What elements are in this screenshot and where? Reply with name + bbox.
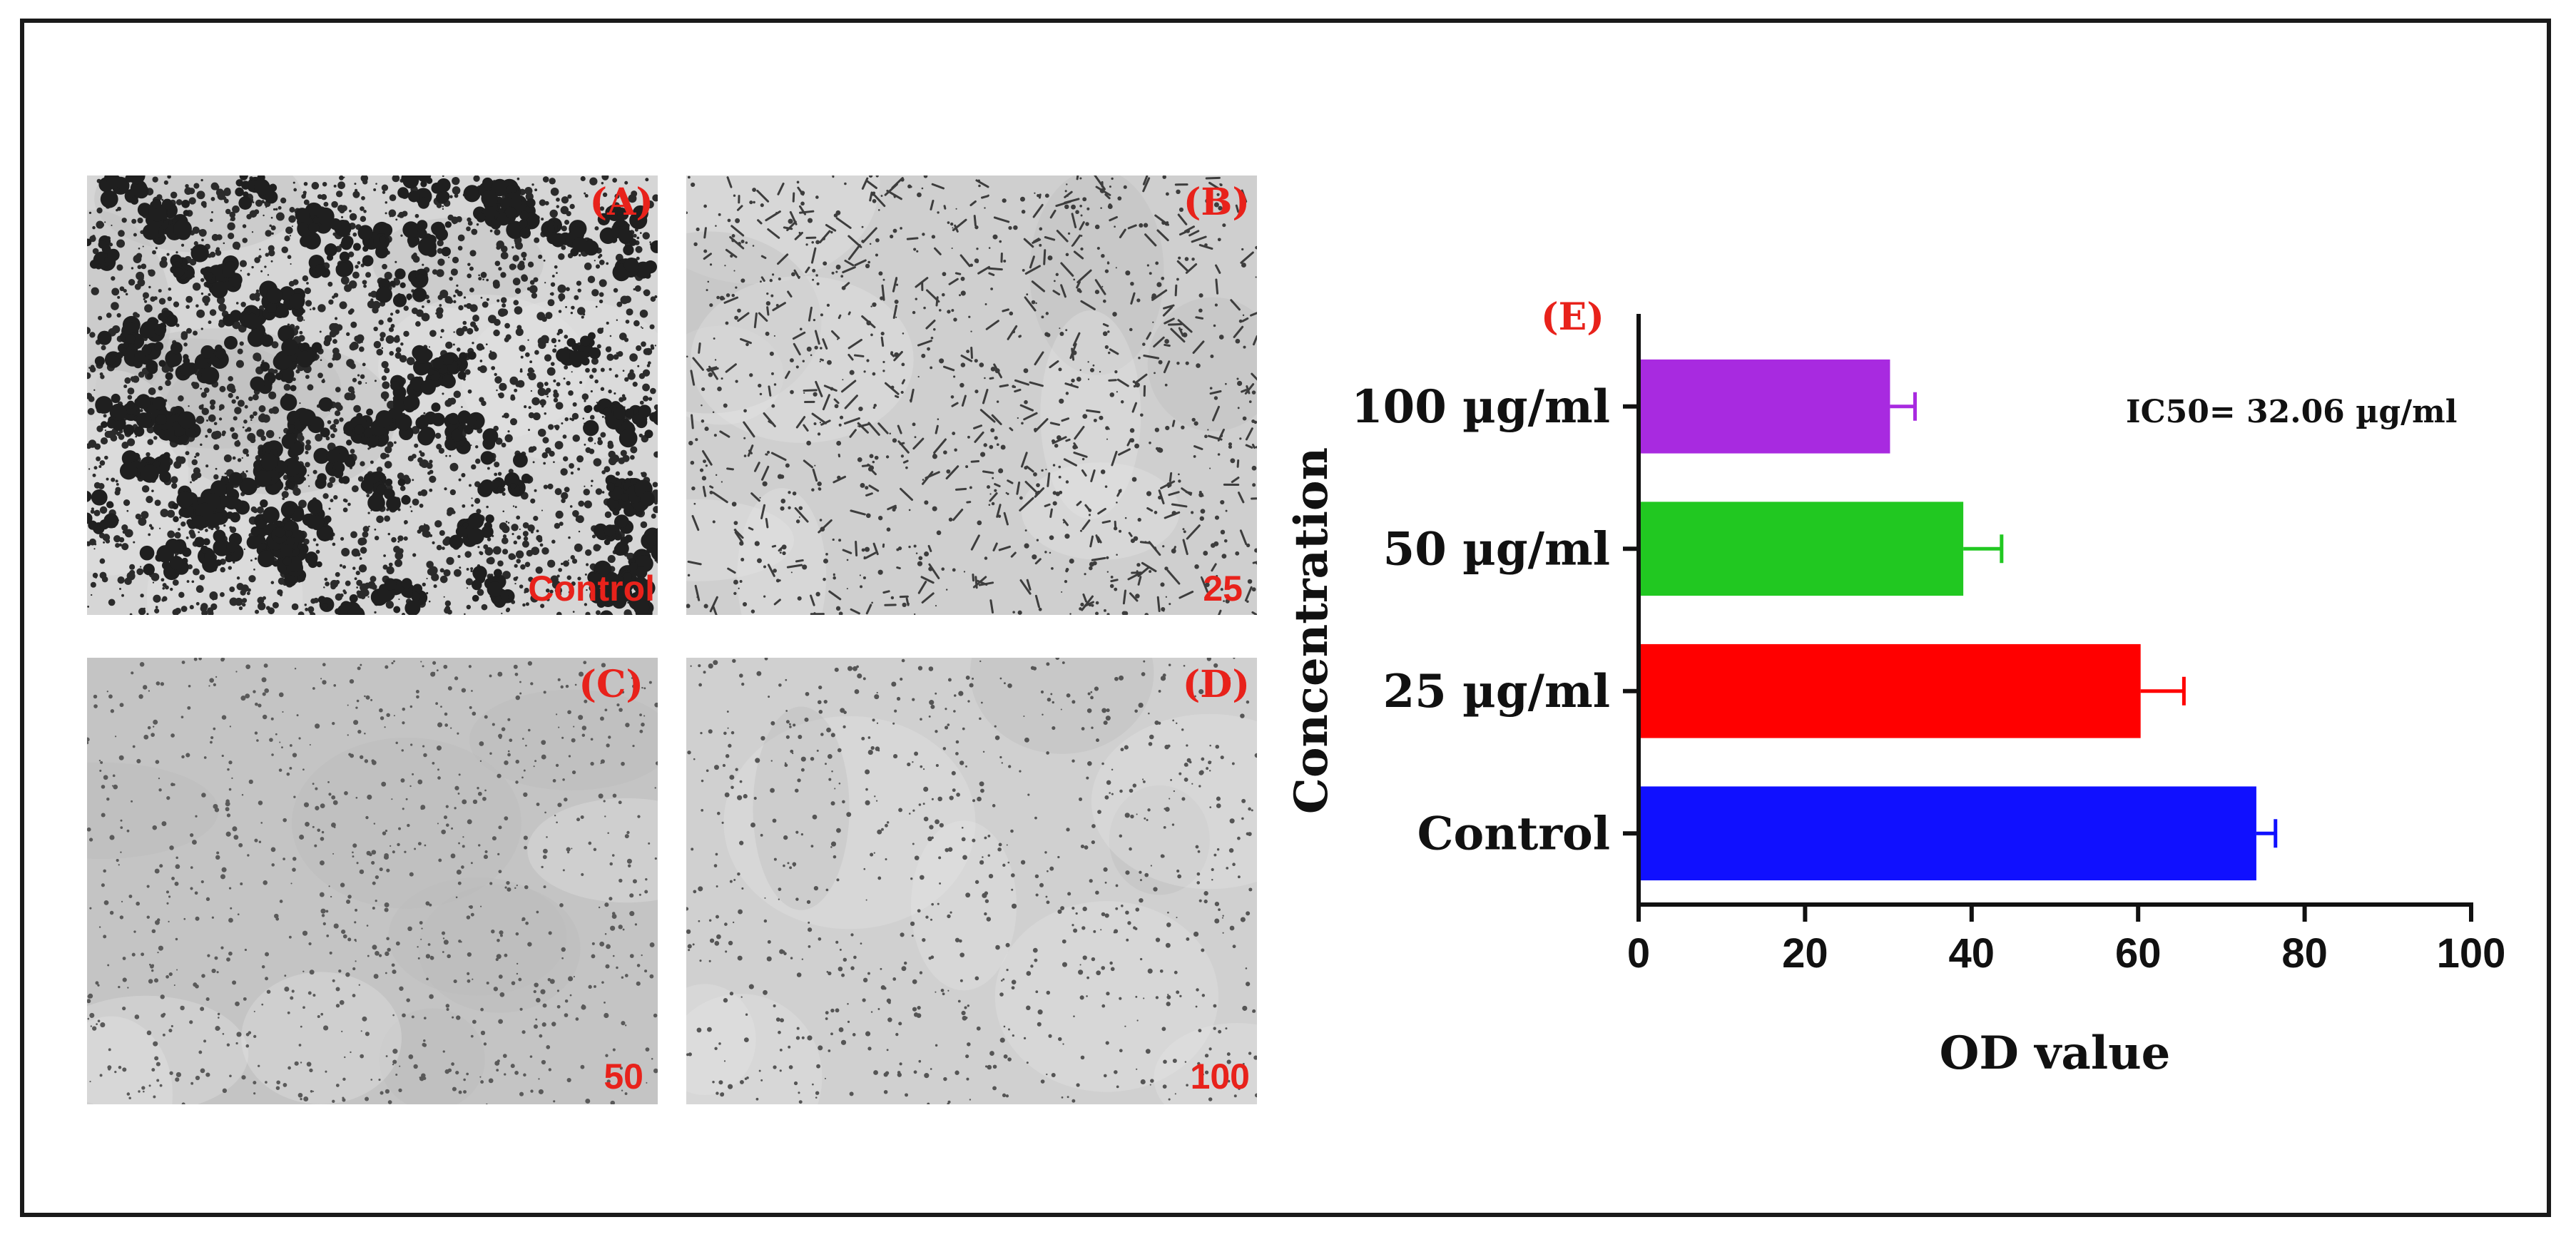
panel-letter: (B) (1183, 180, 1250, 224)
micrograph-panel-c: (C) 50 (87, 658, 658, 1104)
micrograph-panel-d: (D) 100 (686, 658, 1257, 1104)
panel-letter: (D) (1182, 663, 1250, 706)
micrograph-panel-b: (B) 25 (686, 175, 1257, 615)
micrograph-image (87, 658, 658, 1104)
panel-letter: (C) (579, 663, 643, 706)
micrograph-image (686, 175, 1257, 615)
panel-caption: 100 (1190, 1057, 1250, 1096)
panel-caption: Control (528, 569, 655, 609)
panel-caption: 25 (1203, 569, 1243, 609)
micrograph-panel-a: (A) Control (87, 175, 658, 615)
micrograph-image (87, 175, 658, 615)
micrograph-image (686, 658, 1257, 1104)
panel-letter: (A) (589, 180, 653, 224)
panel-caption: 50 (604, 1057, 643, 1096)
